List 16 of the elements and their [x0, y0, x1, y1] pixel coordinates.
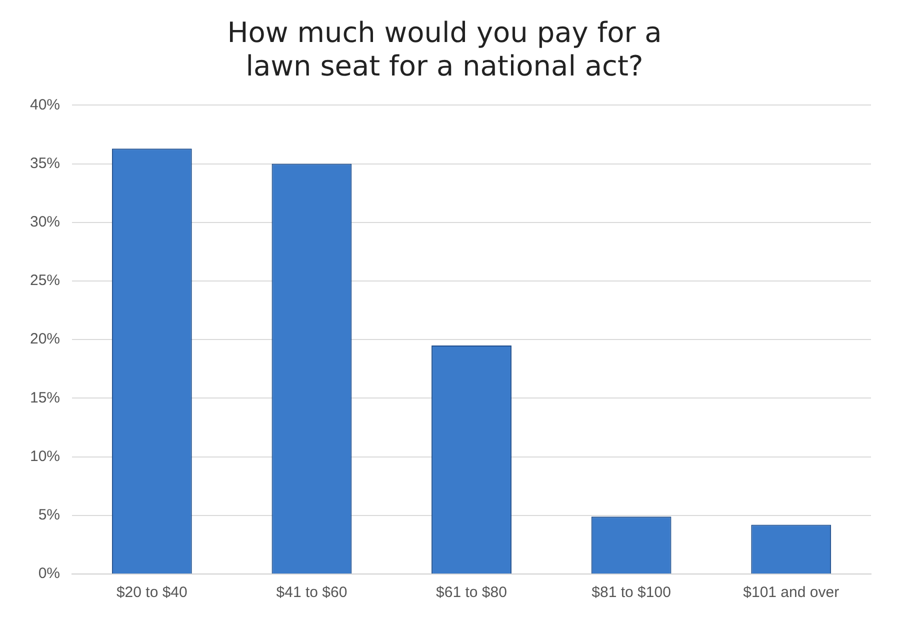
x-tick-label: $101 and over — [743, 584, 840, 602]
x-tick-label: $41 to $60 — [276, 584, 348, 602]
x-tick-label: $61 to $80 — [436, 584, 507, 602]
y-tick-label: 40% — [30, 96, 60, 114]
text: lawn seat for a national act? — [246, 50, 644, 83]
x-tick-label: $81 to $100 — [592, 584, 671, 602]
y-tick-label: 30% — [30, 214, 60, 231]
text: How much would you pay for a — [227, 16, 662, 50]
y-tick-label: 5% — [38, 506, 60, 524]
y-tick-label: 25% — [30, 272, 60, 290]
y-tick-label: 10% — [30, 448, 60, 465]
y-tick-label: 35% — [30, 154, 60, 172]
y-tick-label: 0% — [38, 565, 60, 582]
y-tick-label: 15% — [30, 389, 60, 406]
x-tick-label: $20 to $40 — [116, 584, 188, 602]
y-tick-label: 20% — [30, 330, 60, 348]
